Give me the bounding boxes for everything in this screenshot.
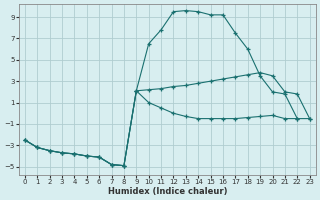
X-axis label: Humidex (Indice chaleur): Humidex (Indice chaleur) — [108, 187, 227, 196]
